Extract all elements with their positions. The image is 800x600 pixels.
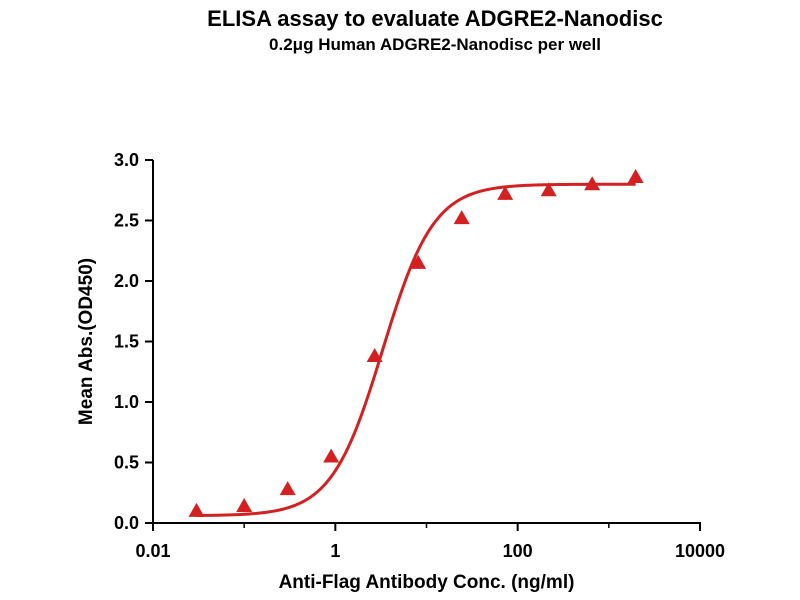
y-axis-label: Mean Abs.(OD450) bbox=[76, 258, 97, 425]
x-tick-label: 10000 bbox=[675, 541, 725, 561]
data-point-triangle bbox=[366, 348, 383, 363]
y-tick-label: 0.5 bbox=[114, 453, 139, 473]
data-point-triangle bbox=[279, 481, 296, 496]
y-tick-label: 1.0 bbox=[114, 392, 139, 412]
x-axis-label: Anti-Flag Antibody Conc. (ng/ml) bbox=[279, 572, 575, 593]
fit-curve bbox=[196, 182, 636, 518]
data-markers bbox=[188, 168, 644, 517]
chart-subtitle: 0.2μg Human ADGRE2-Nanodisc per well bbox=[269, 35, 601, 54]
x-tick-label: 100 bbox=[503, 541, 533, 561]
x-tick-label: 0.01 bbox=[135, 541, 170, 561]
chart-title: ELISA assay to evaluate ADGRE2-Nanodisc bbox=[207, 6, 663, 31]
axes bbox=[152, 160, 701, 524]
y-tick-label: 2.0 bbox=[114, 271, 139, 291]
data-point-triangle bbox=[323, 448, 340, 463]
x-tick-label: 1 bbox=[330, 541, 340, 561]
data-point-triangle bbox=[584, 176, 601, 191]
y-tick-label: 2.5 bbox=[114, 211, 139, 231]
x-axis-ticks: 0.01 1 100 10000 bbox=[135, 523, 725, 561]
y-tick-label: 1.5 bbox=[114, 332, 139, 352]
y-axis-ticks: 0.0 0.5 1.0 1.5 2.0 2.5 3.0 bbox=[114, 150, 153, 533]
data-point-triangle bbox=[236, 498, 253, 513]
data-point-triangle bbox=[497, 185, 514, 200]
y-tick-label: 0.0 bbox=[114, 513, 139, 533]
data-point-triangle bbox=[540, 182, 557, 197]
data-point-triangle bbox=[410, 254, 427, 269]
data-point-triangle bbox=[627, 168, 644, 183]
data-point-triangle bbox=[453, 210, 470, 225]
data-point-triangle bbox=[188, 502, 205, 517]
y-tick-label: 3.0 bbox=[114, 150, 139, 170]
